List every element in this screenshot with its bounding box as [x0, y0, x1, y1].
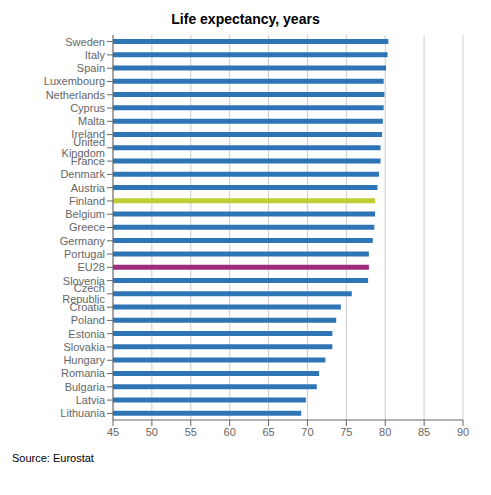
- svg-text:Poland: Poland: [71, 314, 105, 326]
- svg-text:EU28: EU28: [77, 261, 105, 273]
- svg-text:Malta: Malta: [78, 115, 106, 127]
- svg-text:55: 55: [185, 426, 197, 438]
- svg-text:Belgium: Belgium: [65, 208, 105, 220]
- svg-text:50: 50: [146, 426, 158, 438]
- svg-text:65: 65: [262, 426, 274, 438]
- svg-text:Latvia: Latvia: [76, 394, 106, 406]
- svg-text:Greece: Greece: [69, 221, 105, 233]
- svg-text:Portugal: Portugal: [64, 248, 105, 260]
- svg-text:Italy: Italy: [85, 49, 106, 61]
- svg-text:60: 60: [224, 426, 236, 438]
- svg-text:Hungary: Hungary: [63, 354, 105, 366]
- svg-text:Netherlands: Netherlands: [46, 89, 106, 101]
- svg-text:Estonia: Estonia: [68, 328, 106, 340]
- svg-text:Sweden: Sweden: [65, 36, 105, 48]
- svg-text:Germany: Germany: [60, 235, 106, 247]
- svg-text:80: 80: [379, 426, 391, 438]
- svg-text:Slovakia: Slovakia: [63, 341, 105, 353]
- svg-text:Lithuania: Lithuania: [60, 407, 106, 419]
- svg-text:70: 70: [301, 426, 313, 438]
- svg-text:Bulgaria: Bulgaria: [65, 381, 106, 393]
- svg-text:Denmark: Denmark: [60, 168, 105, 180]
- svg-text:Austria: Austria: [71, 182, 106, 194]
- svg-text:Croatia: Croatia: [70, 301, 106, 313]
- svg-text:Romania: Romania: [61, 367, 106, 379]
- svg-text:90: 90: [457, 426, 469, 438]
- svg-text:45: 45: [107, 426, 119, 438]
- svg-text:France: France: [71, 155, 105, 167]
- svg-text:85: 85: [418, 426, 430, 438]
- svg-text:Spain: Spain: [77, 62, 105, 74]
- svg-text:75: 75: [340, 426, 352, 438]
- svg-text:Luxembourg: Luxembourg: [44, 75, 105, 87]
- svg-text:Cyprus: Cyprus: [70, 102, 105, 114]
- svg-text:Finland: Finland: [69, 195, 105, 207]
